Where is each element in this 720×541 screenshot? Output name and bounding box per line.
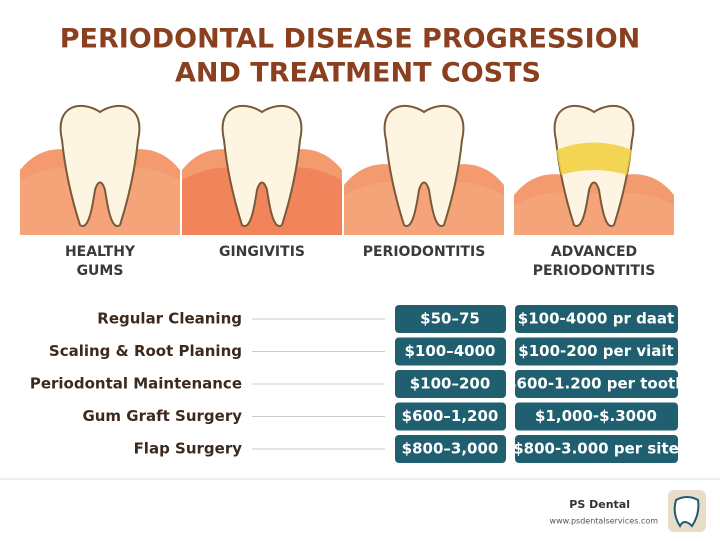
tooth [59,104,141,228]
tooth [221,104,303,228]
cost-box [395,305,506,333]
title-line: AND TREATMENT COSTS [175,58,541,89]
tartar [556,142,632,175]
cost-box [395,370,506,398]
cost: $50–75 [420,310,480,328]
cost-box [515,337,678,366]
cost-alt: $800-3.000 per site [513,440,679,458]
stage-label: ADVANCED [551,244,637,260]
gum-shade [344,182,504,235]
cost: $600–1,200 [402,407,499,425]
cost: $100–200 [410,375,491,393]
cost-alt: $600-1.200 per tooth [506,375,686,393]
cost-box [395,337,506,366]
stage-label: GUMS [77,263,124,279]
cost-box [395,435,506,463]
cost-box [395,402,506,431]
cost-alt: $100-200 per viait [518,342,673,360]
cost-alt: $100-4000 pr daat [518,310,674,328]
cost-box [515,370,678,398]
gum-shade [20,167,180,235]
cost: $100–4000 [405,342,496,360]
treatment-name: Regular Cleaning [97,310,242,328]
cost-box [515,305,678,333]
treatment-name: Gum Graft Surgery [82,407,242,425]
cost-table: Regular Cleaning $50–75 $100-4000 pr daat S… [30,305,686,463]
stage-label: HEALTHY [65,244,136,260]
tooth-illustrations: HEALTHY GUMS GINGIVITIS PERIODONTITIS ADVANC… [20,104,674,279]
cost-alt: $1,000-$.3000 [535,407,657,425]
cost-box [515,435,678,463]
url: www.psdentalservices.com [550,517,659,526]
treatment-name: Periodontal Maintenance [30,375,242,393]
stage-label: PERIODONTITIS [533,263,656,279]
tooth [383,104,465,228]
cost-box [515,402,678,431]
treatment-name: Scaling & Root Planing [49,342,242,360]
stage-label: GINGIVITIS [219,244,305,260]
logo [668,490,706,532]
stage-label: PERIODONTITIS [363,244,486,260]
brand: PS Dental [569,498,630,511]
gum-shade [182,167,342,235]
treatment-name: Flap Surgery [134,440,243,458]
cost: $800–3,000 [402,440,499,458]
gum-shade [514,192,674,235]
title-line: PERIODONTAL DISEASE PROGRESSION [60,24,641,55]
